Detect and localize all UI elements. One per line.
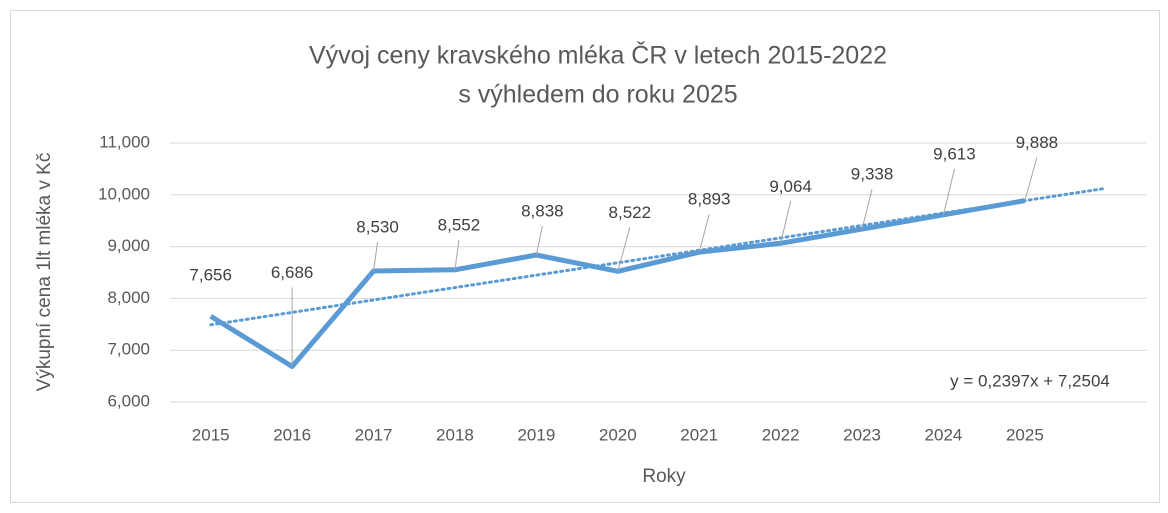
data-label: 8,552 (438, 215, 481, 234)
y-tick-label: 8,000 (107, 288, 150, 307)
x-axis-title: Roky (642, 466, 686, 487)
chart-border (10, 10, 1160, 503)
y-tick-label: 7,000 (107, 340, 150, 359)
trendline-equation: y = 0,2397x + 7,2504 (950, 371, 1110, 390)
x-tick-label: 2019 (517, 425, 555, 444)
data-label: 9,338 (851, 165, 894, 184)
data-label: 8,522 (609, 203, 652, 222)
x-tick-label: 2022 (762, 425, 800, 444)
y-tick-label: 6,000 (107, 391, 150, 410)
data-label: 9,888 (1016, 133, 1059, 152)
y-axis-title: Výkupní cena 1lt mléka v Kč (34, 153, 55, 392)
x-tick-label: 2018 (436, 425, 474, 444)
y-tick-label: 9,000 (107, 236, 150, 255)
leader-line (1024, 157, 1038, 201)
x-tick-label: 2020 (599, 425, 637, 444)
data-label: 6,686 (271, 263, 314, 282)
x-tick-label: 2016 (273, 425, 311, 444)
chart-subtitle: s výhledem do roku 2025 (458, 81, 737, 109)
x-tick-label: 2017 (355, 425, 393, 444)
data-label: 8,530 (356, 217, 399, 236)
data-label: 9,613 (933, 144, 976, 163)
y-tick-label: 10,000 (98, 184, 150, 203)
leader-line (942, 168, 955, 215)
leader-line (617, 227, 631, 272)
data-label: 8,838 (521, 201, 564, 220)
x-tick-label: 2025 (1006, 425, 1044, 444)
leader-line (535, 225, 543, 256)
x-tick-label: 2015 (192, 425, 230, 444)
leader-line (861, 188, 873, 230)
chart-title: Vývoj ceny kravského mléka ČR v letech 2… (309, 41, 887, 70)
y-tick-label: 11,000 (99, 132, 150, 151)
leader-line (454, 239, 460, 270)
data-label: 7,656 (189, 266, 232, 285)
leader-line (698, 214, 710, 253)
x-tick-label: 2021 (680, 425, 718, 444)
leader-line (780, 201, 792, 244)
x-tick-label: 2023 (843, 425, 881, 444)
data-label: 9,064 (769, 177, 812, 196)
x-tick-label: 2024 (925, 425, 963, 444)
leader-line (373, 241, 379, 272)
data-label: 8,893 (688, 190, 731, 209)
